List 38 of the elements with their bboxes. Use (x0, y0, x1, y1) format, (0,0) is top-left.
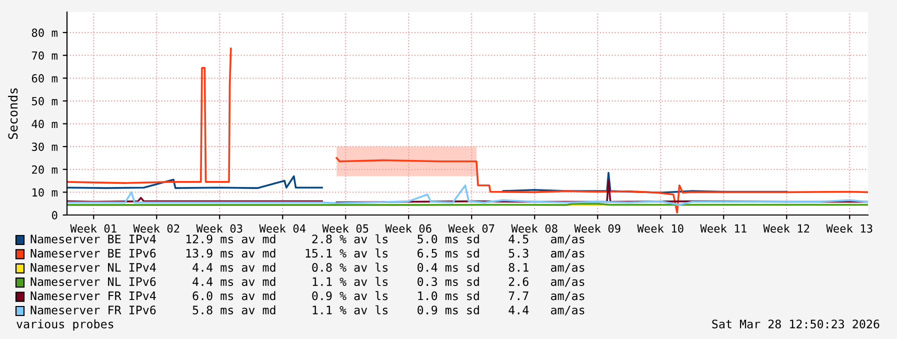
y-tick-label: 10 m (32, 188, 58, 197)
text: various probes (16, 319, 114, 331)
y-tick-label: 20 m (32, 165, 58, 174)
text: 4.4 ms av md 1.1 % av ls 0.3 ms sd 2.6 am/as (192, 276, 584, 287)
line-series (67, 184, 868, 206)
legend-label: Nameserver FR IPv4 (30, 292, 156, 300)
y-axis-title: Seconds (8, 88, 18, 139)
x-tick-label: Week 04 (259, 224, 306, 233)
text: 6.0 ms av md 0.9 % av ls 1.0 ms sd 7.7 am/as (192, 291, 584, 302)
x-tick-label: Week 10 (637, 224, 684, 233)
x-tick-label: Week 06 (385, 224, 432, 233)
x-tick-label: Week 05 (322, 224, 368, 233)
legend-label: Nameserver BE IPv6 (30, 248, 156, 258)
legend-label: Nameserver BE IPv4 (30, 234, 156, 244)
y-tick-label: 50 m (32, 96, 58, 106)
y-tick-label: 60 m (32, 74, 58, 83)
legend-label: Nameserver FR IPv6 (30, 306, 156, 314)
y-tick-label: 0 (52, 211, 58, 220)
y-tick-label: 30 m (32, 142, 58, 151)
text: 5.8 ms av md 1.1 % av ls 0.9 ms sd 4.4 am/as (192, 305, 584, 316)
x-tick-label: Week 07 (448, 224, 494, 233)
x-tick-label: Week 08 (511, 224, 558, 233)
x-tick-label: Week 12 (763, 224, 810, 233)
y-tick-label: 40 m (32, 120, 58, 128)
text: Sat Mar 28 12:50:23 2026 (712, 320, 880, 328)
y-tick-label: 80 m (32, 28, 58, 37)
x-tick-label: Week 09 (574, 224, 620, 233)
text: 4.4 ms av md 0.8 % av ls 0.4 ms sd 8.1 am/as (192, 262, 584, 273)
legend-label: Nameserver NL IPv4 (30, 263, 156, 272)
text: 12.9 ms av md 2.8 % av ls 5.0 ms sd 4.5 am/as (186, 234, 584, 244)
x-tick-label: Week 13 (826, 224, 872, 233)
x-tick-label: Week 11 (700, 224, 746, 233)
text: 13.9 ms av md 15.1 % av ls 6.5 ms sd 5.3 am/as (186, 248, 584, 259)
y-tick-label: 70 m (32, 51, 58, 60)
x-tick-label: Week 02 (133, 224, 180, 233)
legend-label: Nameserver NL IPv6 (30, 277, 156, 286)
x-tick-label: Week 01 (70, 224, 116, 233)
x-tick-label: Week 03 (196, 224, 242, 233)
